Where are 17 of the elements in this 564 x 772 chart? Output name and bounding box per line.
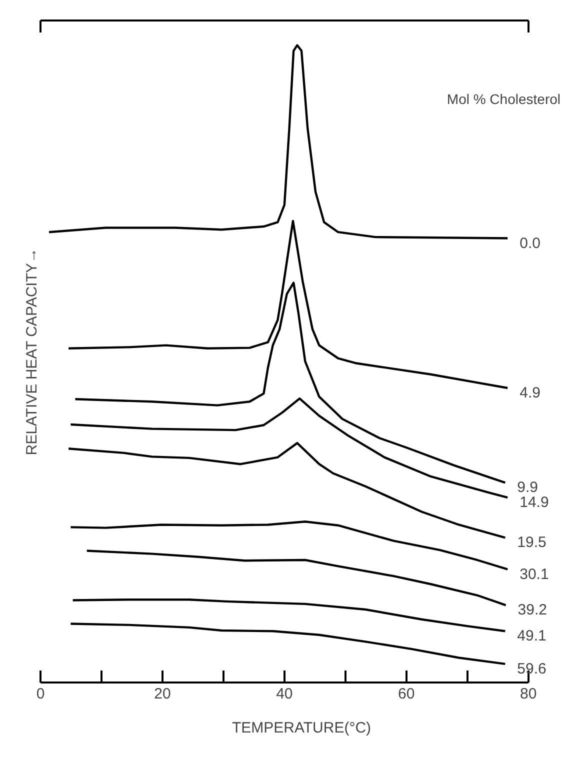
series-label: 30.1 bbox=[520, 566, 549, 583]
legend-title: Mol % Cholesterol bbox=[446, 91, 561, 108]
series-label: 0.0 bbox=[520, 234, 540, 252]
x-axis-title: TEMPERATURE(°C) bbox=[232, 720, 372, 736]
x-tick-label: 0 bbox=[36, 686, 45, 702]
series-label: 14.9 bbox=[520, 494, 549, 512]
series-label: 9.9 bbox=[517, 479, 538, 496]
x-tick-label: 40 bbox=[276, 686, 293, 702]
series-label: 19.5 bbox=[517, 534, 546, 552]
x-tick-label: 20 bbox=[154, 686, 171, 702]
series-label: 49.1 bbox=[517, 628, 546, 645]
y-axis-title: RELATIVE HEAT CAPACITY→ bbox=[24, 248, 40, 456]
series-label: 59.6 bbox=[517, 660, 546, 678]
x-tick-label: 60 bbox=[398, 686, 415, 702]
series-label: 39.2 bbox=[518, 602, 547, 619]
x-tick-label: 80 bbox=[520, 686, 537, 702]
series-label: 4.9 bbox=[520, 384, 540, 402]
